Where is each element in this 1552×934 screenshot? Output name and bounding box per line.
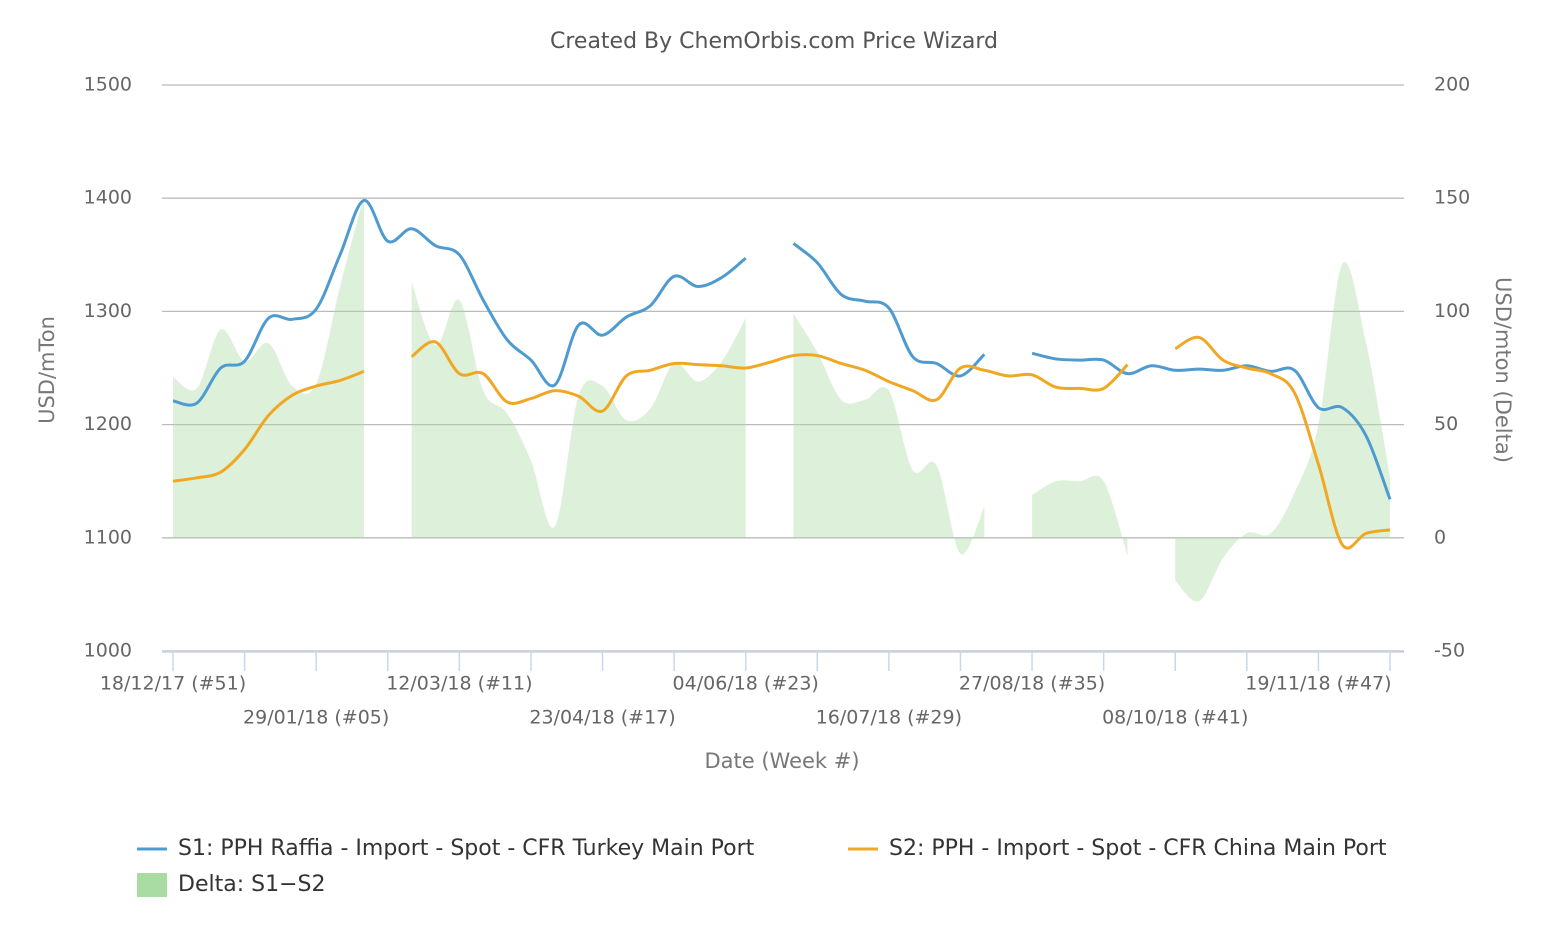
x-tick-label: 19/11/18 (#47) xyxy=(1245,673,1391,695)
legend-label: S1: PPH Raffia - Import - Spot - CFR Tur… xyxy=(178,836,755,861)
y2-tick-label: 100 xyxy=(1434,300,1470,322)
y-axis-label: USD/mTon xyxy=(35,316,59,424)
legend-label: S2: PPH - Import - Spot - CFR China Main… xyxy=(889,836,1387,861)
chart-title: Created By ChemOrbis.com Price Wizard xyxy=(550,29,998,54)
y2-tick-label: 50 xyxy=(1434,413,1458,435)
legend-label: Delta: S1−S2 xyxy=(178,872,325,897)
x-axis-label: Date (Week #) xyxy=(704,749,859,773)
legend-swatch xyxy=(137,873,167,897)
y-tick-label: 1400 xyxy=(84,187,132,209)
series-line xyxy=(172,335,1391,550)
y-tick-label: 1300 xyxy=(84,300,132,322)
x-tick-label: 08/10/18 (#41) xyxy=(1102,707,1248,729)
x-tick-label: 18/12/17 (#51) xyxy=(100,673,246,695)
y-tick-label: 1100 xyxy=(84,526,132,548)
y2-tick-label: 0 xyxy=(1434,526,1446,548)
x-tick-label: 12/03/18 (#11) xyxy=(386,673,532,695)
x-tick-label: 16/07/18 (#29) xyxy=(816,707,962,729)
y2-tick-label: 150 xyxy=(1434,187,1470,209)
y-tick-label: 1200 xyxy=(84,413,132,435)
y-tick-label: 1000 xyxy=(84,640,132,662)
y2-axis-label: USD/mton (Delta) xyxy=(1491,277,1515,463)
y-tick-label: 1500 xyxy=(84,74,132,96)
x-tick-label: 29/01/18 (#05) xyxy=(243,707,389,729)
x-tick-label: 23/04/18 (#17) xyxy=(529,707,675,729)
delta-area xyxy=(173,195,1390,602)
y2-tick-label: -50 xyxy=(1434,640,1465,662)
y2-tick-label: 200 xyxy=(1434,74,1470,96)
x-tick-label: 04/06/18 (#23) xyxy=(673,673,819,695)
x-tick-label: 27/08/18 (#35) xyxy=(959,673,1105,695)
